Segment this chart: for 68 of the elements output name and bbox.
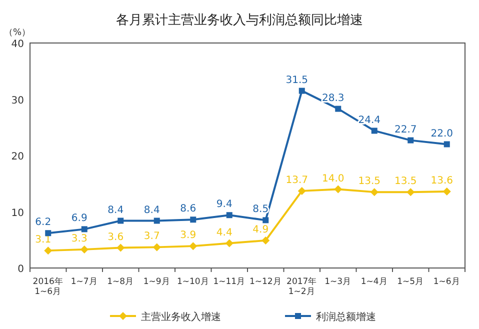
data-label: 24.4 [358,114,381,126]
point [152,243,161,252]
point [442,188,451,196]
x-tick-label: 2016年 1~6月 [32,276,64,298]
y-tick-label: 30 [11,95,24,106]
data-label: 3.7 [144,231,160,242]
chart-title: 各月累计主营业务收入与利润总额同比增速 [116,12,363,28]
y-tick-label: 10 [11,208,24,219]
x-tick-label: 2017年 1~2月 [286,276,318,298]
legend-label: 主营业务收入增速 [141,311,221,323]
y-axis-title: （%） [4,28,31,38]
x-tick-label: 1~10月 [176,277,210,287]
data-label: 6.2 [35,217,52,228]
data-label: 22.7 [394,124,417,136]
data-label: 28.3 [322,92,344,104]
point [44,246,52,255]
data-label: 8.4 [108,204,124,216]
data-label: 31.5 [286,74,308,86]
data-label: 13.6 [430,176,454,186]
point [334,185,342,194]
data-label: 9.4 [216,199,232,210]
x-tick-label: 1~9月 [143,277,170,287]
data-label: 4.9 [252,224,269,236]
point [225,239,234,248]
data-label: 14.0 [322,173,344,184]
data-label: 4.4 [216,227,232,238]
point [444,141,450,148]
point [371,128,378,134]
point [406,188,415,196]
x-tick-label: 1~12月 [249,277,282,287]
x-tick-label: 1~3月 [324,277,352,287]
x-tick-label: 1~7月 [70,277,98,287]
x-tick-label: 1~8月 [107,277,134,287]
point [408,137,414,144]
data-label: 13.5 [358,176,381,188]
point [80,245,88,254]
point [118,218,124,224]
x-tick-label: 1~5月 [397,277,424,287]
data-label: 3.3 [71,233,88,244]
data-label: 13.5 [394,176,417,188]
data-label: 3.1 [35,234,52,246]
y-tick-label: 40 [11,39,24,50]
point [189,242,198,250]
y-tick-label: 0 [18,264,24,275]
data-label: 3.6 [108,232,124,243]
data-label: 3.9 [180,230,196,242]
point [154,218,160,224]
point [370,188,378,196]
x-tick-label: 1~4月 [360,277,388,287]
point [226,212,232,218]
point [190,216,196,223]
legend-label: 利润总额增速 [316,311,376,323]
point [262,236,270,244]
data-label: 8.5 [252,204,269,216]
point [335,106,342,112]
data-label: 8.4 [144,204,160,216]
x-tick-label: 1~11月 [213,277,246,287]
point [81,226,88,232]
y-tick-label: 20 [11,152,24,162]
point [298,88,305,94]
point [116,244,125,252]
data-label: 22.0 [430,128,454,140]
data-label: 6.9 [71,213,88,224]
data-label: 13.7 [286,174,308,186]
point [262,217,269,224]
point [298,186,306,195]
data-label: 8.6 [180,204,196,215]
x-tick-label: 1~6月 [433,277,460,287]
